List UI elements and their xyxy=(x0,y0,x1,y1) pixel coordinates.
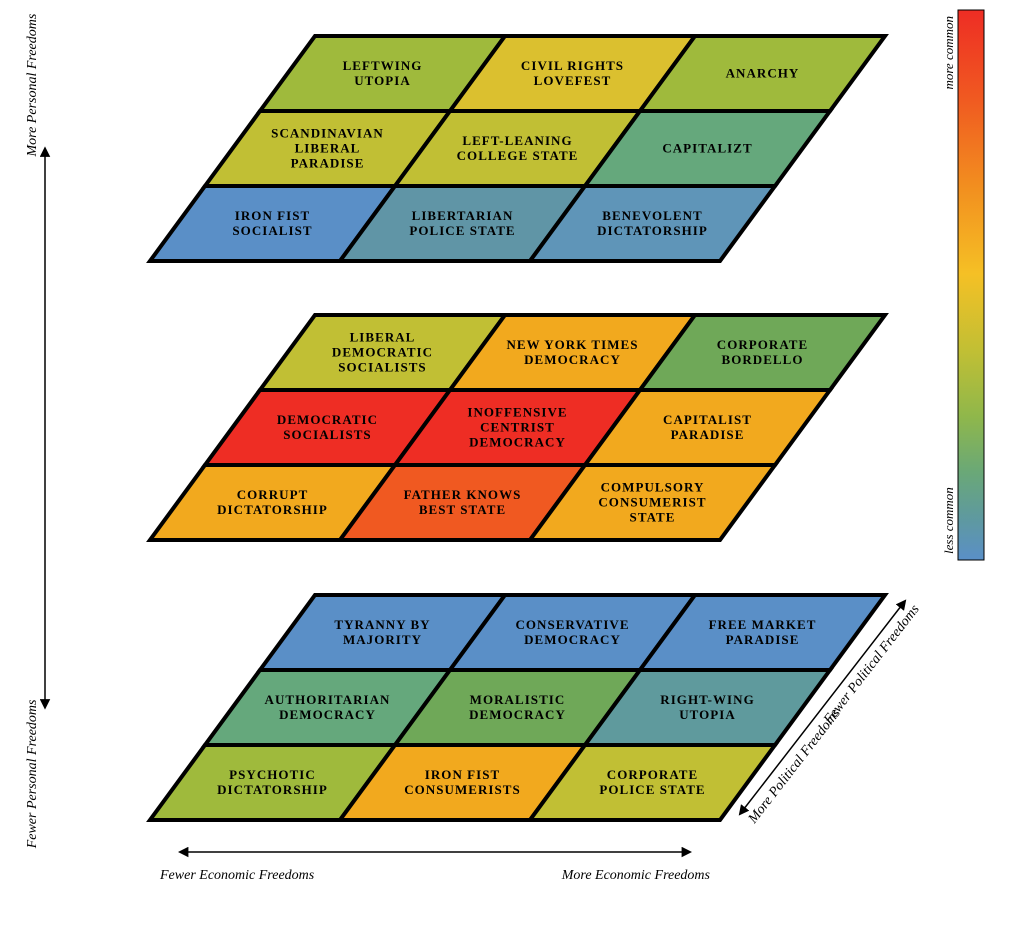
cell-label-0-1-2: CAPITALIZT xyxy=(662,140,752,155)
cell-label-1-0-1: NEW YORK TIMESDEMOCRACY xyxy=(506,337,638,367)
cell-label-0-2-1: LIBERTARIANPOLICE STATE xyxy=(409,208,515,238)
cell-label-0-0-2: ANARCHY xyxy=(726,65,800,80)
cell-label-2-2-0: PSYCHOTICDICTATORSHIP xyxy=(217,767,328,797)
cell-label-1-1-0: DEMOCRATICSOCIALISTS xyxy=(277,412,378,442)
cell-label-1-0-2: CORPORATEBORDELLO xyxy=(717,337,808,367)
col-left-label: Fewer Economic Freedoms xyxy=(159,868,315,883)
cell-label-2-0-1: CONSERVATIVEDEMOCRACY xyxy=(515,617,629,647)
cell-label-0-0-0: LEFTWINGUTOPIA xyxy=(343,58,423,88)
cell-label-0-2-2: BENEVOLENTDICTATORSHIP xyxy=(597,208,708,238)
colorbar-bottom-label: less common xyxy=(941,487,956,554)
layer-connector xyxy=(150,261,315,315)
cell-label-1-1-1: INOFFENSIVECENTRISTDEMOCRACY xyxy=(467,404,567,449)
layer-0: LEFTWINGUTOPIA CIVIL RIGHTSLOVEFEST ANARCH… xyxy=(150,36,885,261)
z-bottom-label: Fewer Personal Freedoms xyxy=(25,699,40,849)
cell-label-0-0-1: CIVIL RIGHTSLOVEFEST xyxy=(521,58,624,88)
colorbar-top-label: more common xyxy=(941,16,956,90)
colorbar xyxy=(958,10,984,560)
cell-label-2-0-0: TYRANNY BYMAJORITY xyxy=(334,617,430,647)
cell-label-2-1-0: AUTHORITARIANDEMOCRACY xyxy=(265,692,391,722)
col-right-label: More Economic Freedoms xyxy=(561,868,711,883)
layer-connector xyxy=(720,540,885,595)
cell-label-2-1-1: MORALISTICDEMOCRACY xyxy=(469,692,566,722)
cell-label-1-2-1: FATHER KNOWSBEST STATE xyxy=(404,487,522,517)
layer-connector xyxy=(150,540,315,595)
diagram-svg: LEFTWINGUTOPIA CIVIL RIGHTSLOVEFEST ANARCH… xyxy=(0,0,1024,927)
cell-label-0-1-1: LEFT-LEANINGCOLLEGE STATE xyxy=(457,133,579,163)
cell-label-2-2-2: CORPORATEPOLICE STATE xyxy=(599,767,705,797)
cell-label-1-1-2: CAPITALISTPARADISE xyxy=(663,412,752,442)
cell-label-0-2-0: IRON FISTSOCIALIST xyxy=(232,208,312,238)
layer-1: LIBERALDEMOCRATICSOCIALISTSNEW YORK TIME… xyxy=(150,315,885,540)
layer-connector xyxy=(720,261,885,315)
z-top-label: More Personal Freedoms xyxy=(25,13,40,157)
